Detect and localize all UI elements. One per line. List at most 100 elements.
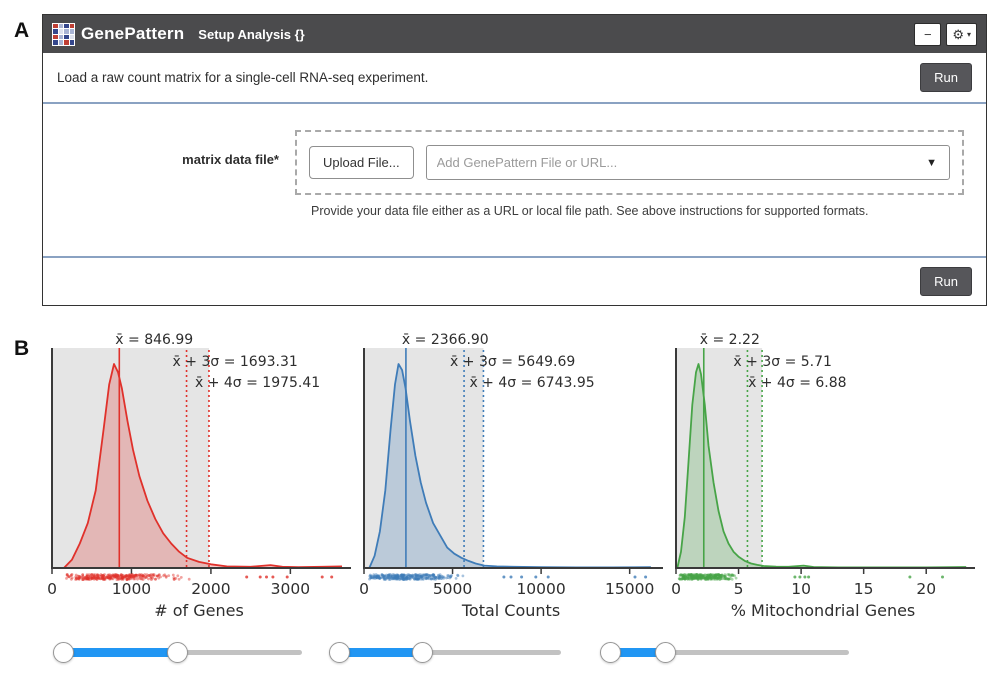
slider-handle-min[interactable] xyxy=(329,642,350,663)
mean-annotation: x̄ = 846.99 xyxy=(115,332,193,348)
rug-dot xyxy=(420,575,424,579)
rug-dot xyxy=(414,577,418,581)
rug-dot xyxy=(378,577,382,580)
rug-dot xyxy=(69,573,73,577)
rug-dot xyxy=(151,573,155,576)
sigma4-annotation: x̄ + 4σ = 1975.41 xyxy=(195,375,320,391)
rug-dot xyxy=(699,577,703,581)
rug-dot xyxy=(380,573,384,576)
run-button-top[interactable]: Run xyxy=(920,63,972,92)
rug-dot xyxy=(390,576,393,579)
rug-dot xyxy=(713,576,716,580)
rug-dot xyxy=(690,574,694,577)
rug-dot xyxy=(369,575,373,578)
rug-dot xyxy=(107,576,111,580)
rug-dot xyxy=(81,576,85,580)
rug-dot xyxy=(373,575,377,579)
rug-dot xyxy=(147,577,150,581)
rug-dot xyxy=(85,573,89,576)
rug-dot xyxy=(108,577,112,580)
rug-dot xyxy=(682,577,685,580)
rug-dot xyxy=(703,576,707,580)
rug-dot xyxy=(387,575,391,578)
rug-dot xyxy=(422,573,426,577)
rug-dot xyxy=(83,576,86,579)
rug-dot xyxy=(702,576,706,580)
rug-dot xyxy=(695,575,698,579)
file-url-input[interactable] xyxy=(426,155,915,170)
tick-label: 0 xyxy=(47,580,57,598)
rug-dot xyxy=(99,574,103,578)
rug-dot xyxy=(695,575,699,579)
slider-handle-max[interactable] xyxy=(411,642,433,663)
gear-menu-button[interactable]: ⚙ ▾ xyxy=(946,22,977,46)
rug-dot xyxy=(404,575,408,579)
rug-dot xyxy=(723,577,727,580)
rug-dot xyxy=(149,573,153,576)
rug-dot xyxy=(730,573,734,577)
rug-dot xyxy=(429,577,433,581)
slider-active-range xyxy=(57,648,178,657)
slider-track[interactable] xyxy=(604,650,849,655)
rug-dot xyxy=(396,575,400,579)
rug-dot xyxy=(131,574,134,577)
rug-dot xyxy=(103,573,106,576)
panel-a: A GenePattern Setup Analysis {} − ⚙ ▾ Lo… xyxy=(0,0,1000,306)
slider-handle-min[interactable] xyxy=(600,642,621,663)
rug-dot xyxy=(122,574,126,578)
rug-dot xyxy=(97,573,100,577)
rug-dot xyxy=(400,577,404,580)
dropdown-caret-icon[interactable]: ▼ xyxy=(926,156,937,169)
file-drop-zone[interactable]: Upload File... ▼ xyxy=(295,130,964,195)
rug-dot xyxy=(433,576,437,579)
rug-dot xyxy=(172,578,176,581)
rug-dot xyxy=(76,574,80,578)
rug-dot xyxy=(708,575,712,579)
rug-dot xyxy=(696,575,700,579)
rug-dot xyxy=(428,574,432,578)
mito-range-slider[interactable] xyxy=(600,640,849,664)
rug-dot xyxy=(379,576,383,580)
rug-dot xyxy=(393,575,397,578)
rug-dot xyxy=(394,576,398,579)
rug-dot xyxy=(68,575,71,579)
run-button-bottom[interactable]: Run xyxy=(920,267,972,296)
rug-dot xyxy=(684,574,688,578)
rug-dot xyxy=(729,573,733,577)
rug-dot xyxy=(396,574,400,577)
rug-dot xyxy=(707,576,711,580)
rug-dot xyxy=(719,575,723,579)
upload-file-button[interactable]: Upload File... xyxy=(309,146,414,179)
minimize-button[interactable]: − xyxy=(914,22,942,46)
rug-dot xyxy=(724,576,727,579)
rug-dot xyxy=(114,575,117,579)
rug-dot xyxy=(125,574,128,578)
rug-dot xyxy=(688,575,691,579)
slider-track[interactable] xyxy=(333,650,561,655)
rug-dot xyxy=(120,576,124,580)
rug-dot xyxy=(121,577,125,581)
rug-dot xyxy=(438,573,442,577)
rug-dot xyxy=(382,578,386,581)
rug-dot xyxy=(713,573,717,577)
slider-handle-max[interactable] xyxy=(167,642,189,663)
rug-dot xyxy=(65,573,69,577)
rug-dot xyxy=(387,574,390,578)
rug-dot xyxy=(129,576,133,579)
rug-dot xyxy=(723,573,727,577)
rug-outlier-dot xyxy=(520,575,524,579)
rug-dot xyxy=(385,576,388,580)
rug-dot xyxy=(115,573,119,577)
rug-dot xyxy=(690,574,693,578)
rug-dot xyxy=(689,574,693,577)
rug-dot xyxy=(680,577,684,581)
slider-handle-min[interactable] xyxy=(53,642,74,663)
rug-dot xyxy=(387,577,391,581)
rug-dot xyxy=(403,577,406,580)
counts-range-slider[interactable] xyxy=(329,640,561,664)
file-url-combobox[interactable]: ▼ xyxy=(425,145,950,180)
genes-range-slider[interactable] xyxy=(53,640,302,664)
slider-handle-max[interactable] xyxy=(655,642,677,663)
rug-dot xyxy=(138,574,142,577)
